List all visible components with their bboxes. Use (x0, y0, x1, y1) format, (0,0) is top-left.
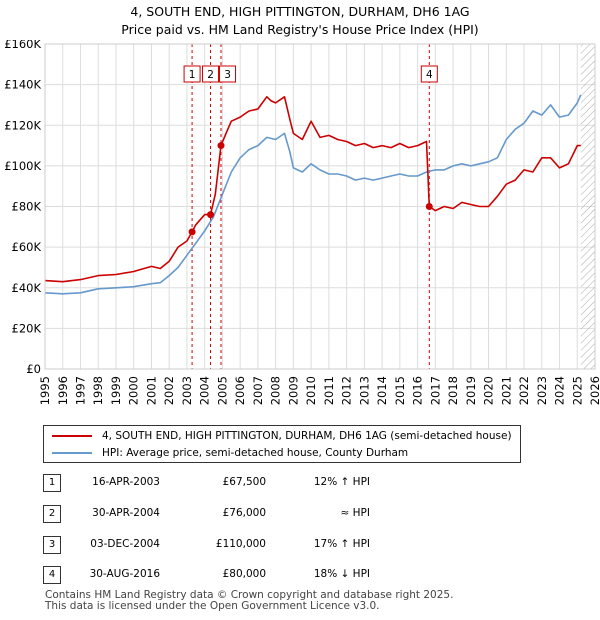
title-line-1: 4, SOUTH END, HIGH PITTINGTON, DURHAM, D… (130, 4, 470, 19)
x-tick-label: 2013 (357, 376, 371, 405)
sale-row: 4 30-AUG-2016 £80,000 18% ↓ HPI (0, 566, 600, 586)
x-tick-label: 2010 (304, 376, 318, 405)
x-tick-label: 1995 (38, 376, 52, 405)
sale-hpi-comparison: 12% ↑ HPI (313, 476, 370, 488)
sale-price: £80,000 (222, 568, 266, 580)
sale-price: £67,500 (222, 476, 266, 488)
x-tick-label: 2003 (180, 376, 194, 405)
x-tick-label: 2026 (588, 376, 600, 405)
x-tick-label: 2019 (464, 376, 478, 405)
sale-number: 1 (43, 474, 61, 492)
property-series-line (45, 96, 581, 283)
sale-point (425, 203, 433, 210)
sale-point (188, 228, 196, 236)
sale-number: 3 (43, 536, 61, 554)
x-axis: 1995 1996 1997 1998 1999 2000 2001 2002 2003 2004… (38, 376, 600, 405)
legend-label-hpi: HPI: Average price, semi-detached house,… (102, 447, 409, 459)
sale-label-frame (420, 65, 438, 83)
y-tick-label: £60K (12, 240, 42, 254)
footer-licence: This data is licensed under the Open Gov… (45, 600, 380, 612)
sale-label-box: 1 (183, 65, 201, 83)
sale-points (188, 142, 433, 236)
sale-label-frame (219, 65, 237, 83)
footer-copyright: Contains HM Land Registry data © Crown c… (45, 589, 454, 601)
x-tick-label: 2005 (215, 376, 229, 405)
x-tick-label: 2023 (535, 376, 549, 405)
sale-label-number: 4 (426, 69, 433, 81)
x-tick-label: 2006 (233, 376, 247, 405)
sale-row: 1 16-APR-2003 £67,500 12% ↑ HPI (0, 474, 600, 494)
y-tick-label: £160K (4, 40, 41, 51)
sale-number: 2 (43, 505, 61, 523)
x-tick-label: 1997 (74, 376, 88, 405)
sale-label-box: 4 (420, 65, 438, 83)
sale-point (217, 142, 225, 150)
x-tick-label: 2000 (127, 376, 141, 405)
x-tick-label: 2015 (393, 376, 407, 405)
sale-hpi-comparison: ≈ HPI (340, 507, 370, 519)
sale-date: 16-APR-2003 (92, 476, 160, 488)
sale-price: £110,000 (215, 538, 266, 550)
x-tick-label: 2001 (144, 376, 158, 405)
forecast-hatch-region (580, 44, 595, 369)
y-axis: £0 £20K £40K £60K £80K £100K £120K £140K £160K (4, 40, 41, 376)
legend-swatch-property (52, 435, 92, 437)
y-tick-label: £140K (4, 78, 41, 92)
sale-label-number: 2 (207, 69, 214, 81)
y-tick-label: £40K (12, 281, 42, 295)
footer: Contains HM Land Registry data © Crown c… (45, 590, 453, 612)
hpi-series-line (45, 94, 582, 295)
x-tick-label: 2012 (340, 376, 354, 405)
x-tick-label: 2020 (482, 376, 496, 405)
x-tick-label: 1996 (56, 376, 70, 405)
chart-title: 4, SOUTH END, HIGH PITTINGTON, DURHAM, D… (0, 3, 600, 39)
sale-number: 4 (43, 566, 61, 584)
series-lines (45, 94, 582, 295)
legend-label-property: 4, SOUTH END, HIGH PITTINGTON, DURHAM, D… (102, 430, 512, 442)
x-tick-label: 2018 (446, 376, 460, 405)
x-tick-label: 2007 (251, 376, 265, 405)
x-tick-label: 2016 (411, 376, 425, 405)
x-tick-label: 2011 (322, 376, 336, 405)
sale-row: 3 03-DEC-2004 £110,000 17% ↑ HPI (0, 536, 600, 556)
x-tick-label: 2024 (553, 376, 567, 405)
y-tick-label: £80K (12, 200, 42, 214)
sale-label-box: 3 (219, 65, 237, 83)
y-tick-label: £120K (4, 118, 41, 132)
grid (44, 43, 596, 370)
sale-label-box: 2 (202, 65, 220, 83)
x-tick-label: 2021 (499, 376, 513, 405)
title-line-2: Price paid vs. HM Land Registry's House … (121, 22, 479, 37)
legend-swatch-hpi (52, 452, 92, 454)
sale-hpi-comparison: 17% ↑ HPI (313, 538, 370, 550)
y-tick-label: £20K (12, 321, 42, 335)
x-tick-label: 2002 (162, 376, 176, 405)
y-tick-label: £0 (26, 362, 41, 376)
x-tick-label: 2008 (269, 376, 283, 405)
sale-date: 03-DEC-2004 (90, 538, 160, 550)
x-tick-label: 2009 (286, 376, 300, 405)
x-tick-label: 2022 (517, 376, 531, 405)
legend: 4, SOUTH END, HIGH PITTINGTON, DURHAM, D… (43, 425, 521, 463)
sale-point (207, 211, 215, 219)
x-tick-label: 2025 (570, 376, 584, 405)
sale-label-frame (202, 65, 220, 83)
sale-date: 30-APR-2004 (92, 507, 160, 519)
x-tick-label: 2014 (375, 376, 389, 405)
sale-label-number: 3 (224, 69, 231, 81)
x-tick-label: 2017 (428, 376, 442, 405)
sale-date: 30-AUG-2016 (89, 568, 160, 580)
x-tick-label: 1998 (91, 376, 105, 405)
sale-price: £76,000 (222, 507, 266, 519)
sale-row: 2 30-APR-2004 £76,000 ≈ HPI (0, 505, 600, 525)
y-tick-label: £100K (4, 159, 41, 173)
x-tick-label: 1999 (109, 376, 123, 405)
sale-label-frame (183, 65, 201, 83)
sale-label-number: 1 (189, 69, 196, 81)
plot-border (44, 43, 596, 370)
sale-hpi-comparison: 18% ↓ HPI (313, 568, 370, 580)
x-tick-label: 2004 (198, 376, 212, 405)
